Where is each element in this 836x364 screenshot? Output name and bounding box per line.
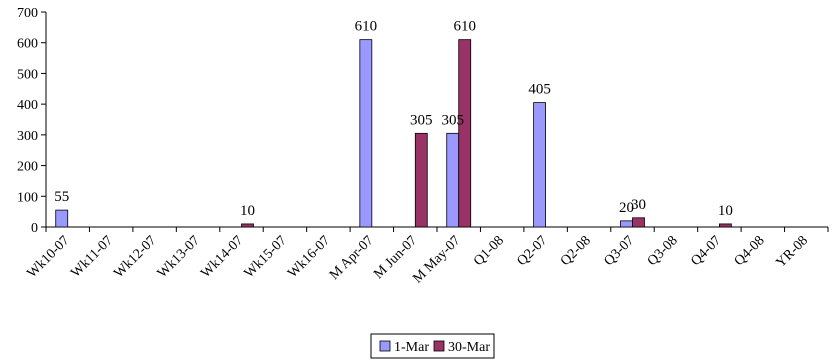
x-tick-label-yr-08: YR-08	[774, 233, 812, 271]
legend-label-30-mar: 30-Mar	[448, 340, 490, 355]
y-tick-label: 400	[17, 98, 38, 113]
x-tick-label-q3-08: Q3-08	[645, 233, 681, 269]
bars	[55, 39, 732, 228]
bar-1-mar-m-may-07	[446, 132, 460, 228]
y-tick-label: 500	[17, 67, 38, 82]
legend-swatch-1-mar	[379, 340, 391, 352]
bar-30-mar-q4-07	[718, 223, 732, 228]
bar-30-mar-q3-07	[632, 217, 645, 228]
data-label-1-mar-q2-07: 405	[528, 82, 551, 98]
y-tick-label: 0	[31, 221, 38, 236]
data-label-1-mar-m-apr-07: 610	[355, 19, 378, 35]
legend-frame	[370, 333, 495, 359]
y-tick-label: 100	[17, 190, 38, 205]
y-axis: 0 100 200 300 400 500 600 700	[17, 6, 47, 236]
x-tick-label-wk16-07: Wk16-07	[285, 233, 333, 281]
data-labels: 55 610 305 405 20 10 305 610 30 10	[54, 19, 733, 219]
data-label-30-mar-q3-07: 30	[631, 197, 646, 213]
bar-1-mar-m-apr-07	[359, 39, 373, 228]
data-label-1-mar-wk10-07: 55	[54, 189, 69, 205]
x-tick-label-q4-07: Q4-07	[688, 233, 724, 269]
x-tick-label-q2-08: Q2-08	[558, 233, 594, 269]
x-tick-label-q2-07: Q2-07	[515, 233, 551, 269]
x-tick-label-q3-07: Q3-07	[601, 233, 637, 269]
data-label-30-mar-wk14-07: 10	[240, 203, 255, 219]
bar-1-mar-wk10-07	[55, 209, 69, 228]
x-tick-label-wk15-07: Wk15-07	[242, 233, 290, 281]
data-label-1-mar-q3-07: 20	[619, 200, 634, 216]
y-tick-label: 200	[17, 160, 38, 175]
x-tick-label-wk11-07: Wk11-07	[68, 233, 116, 281]
data-label-30-mar-m-jun-07: 305	[410, 112, 433, 128]
x-axis: Wk10-07Wk11-07Wk12-07Wk13-07Wk14-07Wk15-…	[25, 226, 829, 286]
x-tick-label-q4-08: Q4-08	[732, 233, 768, 269]
legend-swatch-30-mar	[433, 340, 445, 352]
x-tick-label-wk10-07: Wk10-07	[25, 233, 73, 281]
bar-30-mar-m-may-07	[458, 39, 472, 228]
x-tick-label-m-may-07: M May-07	[410, 233, 463, 286]
data-label-1-mar-m-may-07: 305	[441, 112, 464, 128]
legend-label-1-mar: 1-Mar	[394, 340, 429, 355]
x-tick-label-wk14-07: Wk14-07	[198, 233, 246, 281]
legend: 1-Mar 30-Mar	[370, 333, 495, 359]
bar-1-mar-q3-07	[620, 220, 633, 228]
y-tick-label: 700	[17, 6, 38, 21]
bar-30-mar-wk14-07	[241, 223, 254, 228]
x-tick-label-m-apr-07: M Apr-07	[327, 233, 377, 283]
data-label-30-mar-m-may-07: 610	[453, 19, 476, 35]
data-label-30-mar-q4-07: 10	[718, 203, 733, 219]
y-tick-label: 600	[17, 37, 38, 52]
y-tick-label: 300	[17, 129, 38, 144]
x-tick-label-wk13-07: Wk13-07	[155, 233, 203, 281]
x-tick-label-q1-08: Q1-08	[471, 233, 507, 269]
bar-1-mar-q2-07	[533, 102, 547, 228]
x-tick-label-wk12-07: Wk12-07	[111, 233, 159, 281]
bar-30-mar-m-jun-07	[414, 132, 428, 228]
